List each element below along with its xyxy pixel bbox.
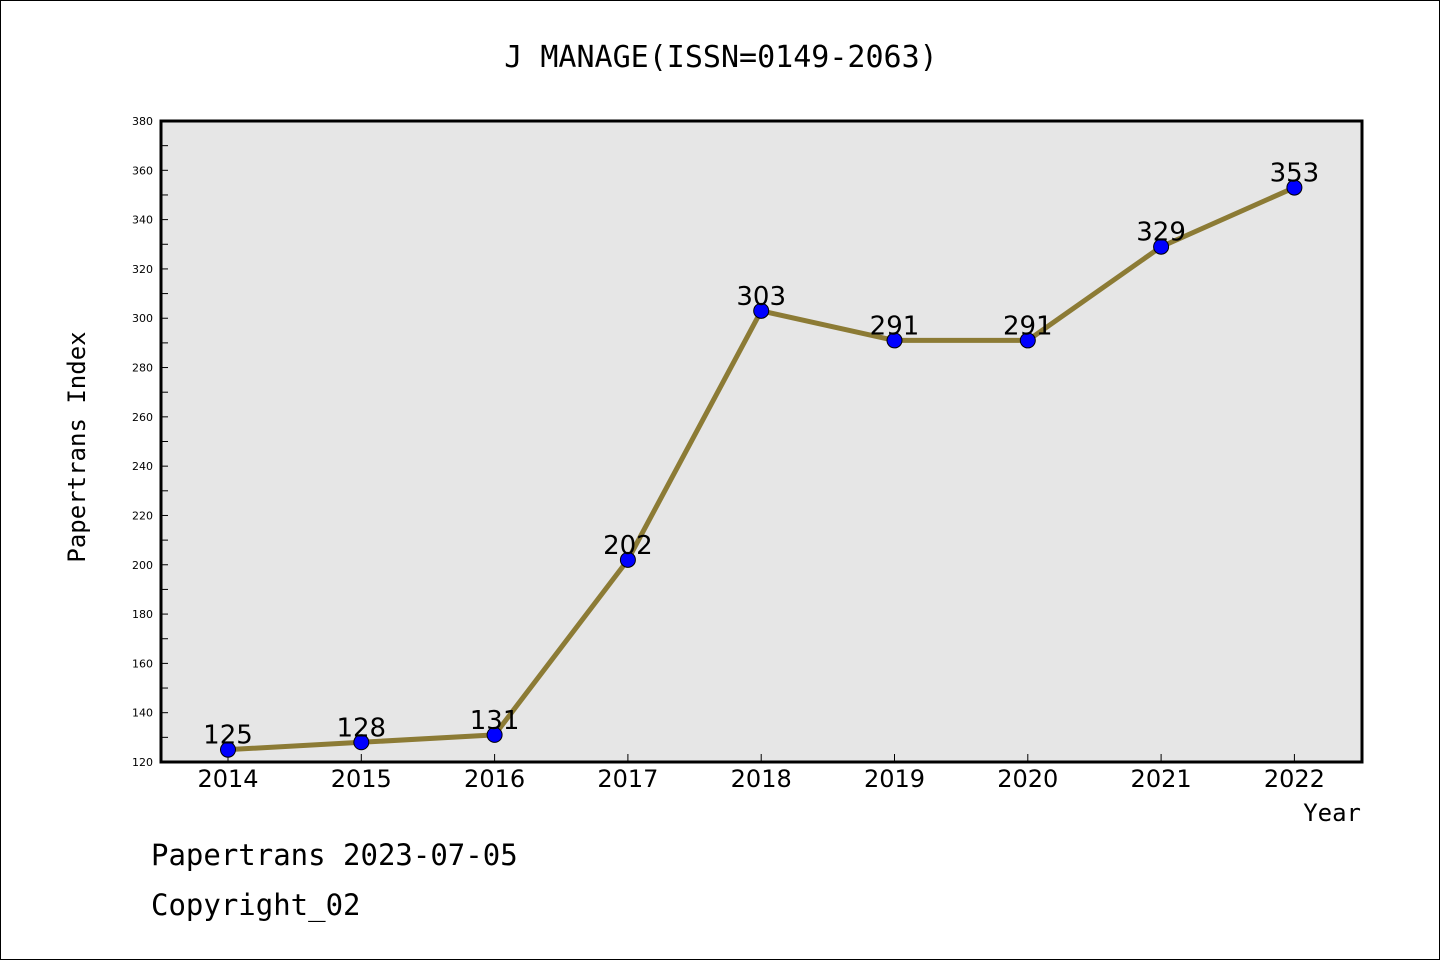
data-point (1153, 238, 1170, 255)
data-label: 303 (736, 282, 786, 312)
data-point (486, 726, 503, 743)
data-point (353, 734, 370, 751)
y-tick-label: 160 (132, 657, 153, 670)
x-tick-label: 2015 (331, 765, 392, 793)
y-tick-label: 300 (132, 312, 153, 325)
y-tick-label: 360 (132, 164, 153, 177)
x-axis: 2014 2015 2016 2017 2018 2019 2020 2021 2022 (197, 754, 1325, 793)
data-point (220, 741, 236, 758)
x-tick-label: 2016 (464, 765, 525, 793)
data-point (1019, 332, 1036, 349)
data-point (619, 551, 636, 568)
data-label: 202 (603, 531, 653, 561)
x-tick-label: 2018 (731, 765, 792, 793)
x-tick-label: 2021 (1131, 765, 1192, 793)
series-layer (220, 179, 1303, 758)
data-label: 291 (1003, 311, 1053, 341)
y-tick-label: 180 (132, 608, 153, 621)
y-tick-label: 140 (132, 707, 153, 720)
plot-area (159, 119, 1364, 764)
footer-copyright: Copyright_02 (151, 888, 361, 923)
data-point (1286, 179, 1303, 196)
data-label: 291 (870, 311, 920, 341)
y-tick-label: 200 (132, 559, 153, 572)
y-tick-label: 120 (132, 756, 153, 769)
data-label: 125 (203, 721, 253, 751)
data-label-layer: 125 128 131 202 303 291 291 329 353 (203, 159, 1319, 751)
data-point (886, 332, 903, 349)
x-tick-label: 2020 (997, 765, 1058, 793)
x-tick-label: 2014 (197, 765, 258, 793)
x-tick-label: 2017 (597, 765, 658, 793)
y-tick-label: 280 (132, 362, 153, 375)
y-tick-label: 260 (132, 411, 153, 424)
chart-title: J MANAGE(ISSN=0149-2063) (504, 40, 937, 75)
x-axis-label: Year (1303, 799, 1361, 827)
data-label: 329 (1136, 218, 1186, 248)
y-tick-label: 320 (132, 263, 153, 276)
data-label: 353 (1270, 159, 1320, 189)
data-point (753, 302, 770, 319)
x-tick-label: 2022 (1264, 765, 1325, 793)
y-axis-label: Papertrans Index (63, 331, 91, 562)
data-label: 128 (336, 713, 386, 743)
y-axis: 120 140 160 180 200 220 240 260 280 300 320 340 360 3… (132, 115, 168, 769)
y-tick-label: 220 (132, 509, 153, 522)
x-tick-label: 2019 (864, 765, 925, 793)
data-label: 131 (470, 706, 520, 736)
footer-date: Papertrans 2023-07-05 (151, 838, 518, 872)
y-tick-label: 380 (132, 115, 153, 128)
y-tick-label: 340 (132, 214, 153, 227)
y-tick-label: 240 (132, 460, 153, 473)
